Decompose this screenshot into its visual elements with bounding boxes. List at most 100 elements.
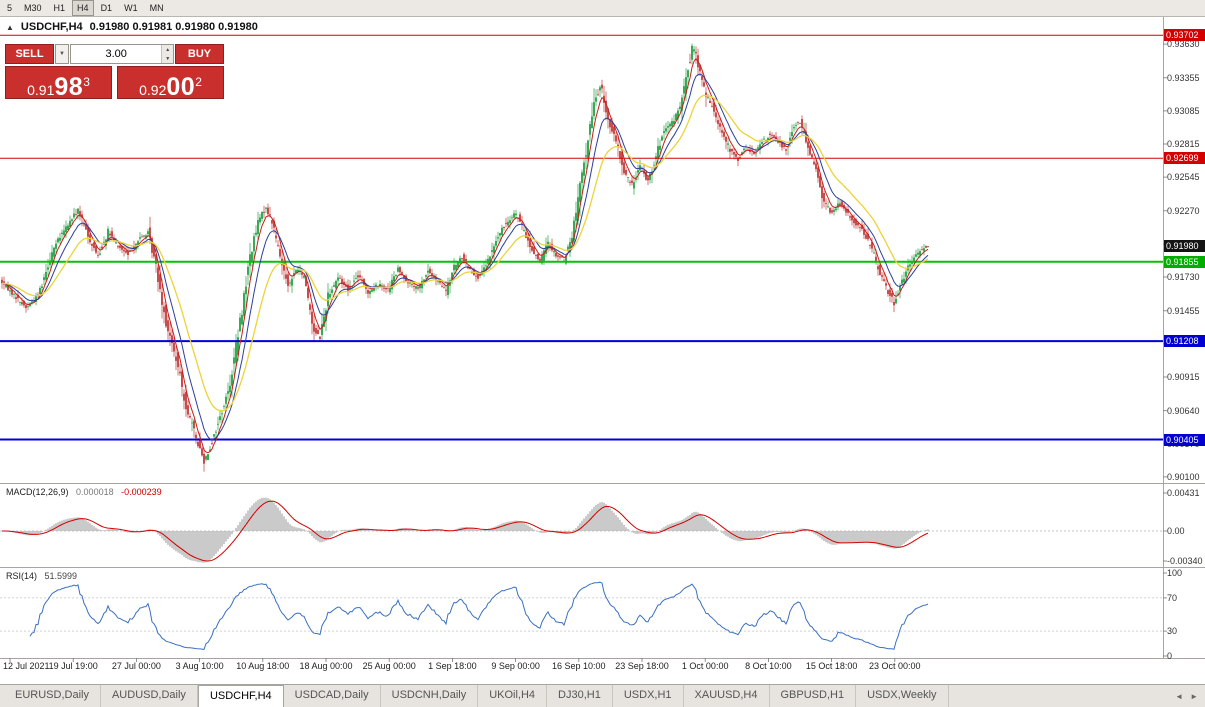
volume-up-icon[interactable]: ▲ [162, 45, 173, 54]
timeframe-button-h4[interactable]: H4 [72, 0, 94, 16]
ma-line-11 [1, 73, 929, 441]
timeframe-button-w1[interactable]: W1 [124, 3, 138, 13]
buy-price-prefix: 0.92 [139, 82, 167, 98]
price-tick: 0.93355 [1167, 72, 1200, 83]
buy-price-button[interactable]: 0.92002 [117, 66, 224, 101]
timeframe-button-mn[interactable]: MN [149, 3, 164, 13]
macd-histogram [3, 497, 929, 563]
chart-symbol-label: USDCHF,H4 [20, 21, 83, 33]
ma-line-24 [1, 94, 929, 412]
macd-value-signal: -0.000239 [121, 487, 162, 497]
price-badge: 0.93702 [1164, 29, 1205, 42]
rsi-scale-label: 0 [1167, 651, 1173, 661]
tab-scroll-right-icon[interactable]: ► [1190, 691, 1198, 701]
chart-tab-audusd-daily[interactable]: AUDUSD,Daily [101, 685, 198, 707]
price-tick: 0.93085 [1167, 105, 1200, 116]
price-tick: 0.92270 [1167, 205, 1200, 216]
trade-panel-collapse-icon[interactable]: ▲ [6, 22, 14, 32]
chart-tab-ukoil-h4[interactable]: UKOil,H4 [478, 685, 548, 707]
chart-tab-gbpusd-h1[interactable]: GBPUSD,H1 [770, 685, 857, 707]
price-tick: 0.91730 [1167, 272, 1200, 283]
rsi-value: 51.5999 [44, 571, 78, 581]
macd-value-main: 0.000018 [76, 487, 114, 497]
time-label: 15 Oct 18:00 [805, 661, 858, 671]
time-label: 23 Sep 18:00 [615, 661, 669, 671]
rsi-indicator-label: RSI(14) 51.5999 [6, 571, 77, 581]
volume-box: ▲ ▼ [70, 44, 174, 64]
sell-price-button[interactable]: 0.91983 [5, 66, 112, 101]
price-tick: 0.90640 [1167, 405, 1200, 416]
time-label: 10 Aug 18:00 [236, 661, 290, 671]
one-click-trading-panel: SELL ▼ ▲ ▼ BUY 0.91983 0.92002 [5, 44, 224, 101]
chart-tab-usdcad-daily[interactable]: USDCAD,Daily [284, 685, 381, 707]
volume-down-icon[interactable]: ▼ [162, 54, 173, 63]
time-label: 16 Sep 10:00 [552, 661, 606, 671]
macd-name: MACD(12,26,9) [6, 487, 69, 497]
price-tick: 0.91455 [1167, 305, 1200, 316]
time-label: 1 Oct 00:00 [681, 661, 729, 671]
time-label: 12 Jul 2021 [3, 661, 50, 671]
sell-button[interactable]: SELL [5, 44, 54, 64]
chart-tab-usdx-weekly[interactable]: USDX,Weekly [856, 685, 949, 707]
timeframe-button-5[interactable]: 5 [7, 3, 13, 13]
chart-tab-xauusd-h4[interactable]: XAUUSD,H4 [684, 685, 770, 707]
rsi-scale-label: 30 [1167, 626, 1178, 637]
buy-button[interactable]: BUY [175, 44, 224, 64]
candles-up-wicks [5, 43, 925, 462]
chart-tab-usdx-h1[interactable]: USDX,H1 [613, 685, 684, 707]
price-badge: 0.91208 [1164, 335, 1205, 348]
macd-signal-line [2, 500, 929, 562]
rsi-scale-label: 70 [1167, 592, 1178, 603]
macd-scale-label: 0.00 [1167, 526, 1185, 536]
time-label: 3 Aug 10:00 [175, 661, 224, 671]
candles-up-bodies [5, 45, 925, 460]
chart-tab-eurusd-daily[interactable]: EURUSD,Daily [4, 685, 101, 707]
chart-tab-usdcnh-daily[interactable]: USDCNH,Daily [381, 685, 479, 707]
price-tick: 0.92545 [1167, 172, 1200, 183]
rsi-panel-splitter[interactable] [0, 567, 1205, 571]
chart-tab-bar: EURUSD,Daily AUDUSD,Daily USDCHF,H4 USDCAD,… [0, 684, 1205, 707]
main-plot [0, 34, 1163, 472]
rsi-name: RSI(14) [6, 571, 38, 581]
timeframe-toolbar: 5 M30 H1 H4 D1 W1 MN [0, 0, 1205, 17]
chart-ohlc-header: ▲ USDCHF,H4 0.91980 0.91981 0.91980 0.91… [6, 21, 258, 33]
macd-scale-label: 0.00431 [1167, 487, 1200, 498]
chart-tab-dj30-h1[interactable]: DJ30,H1 [547, 685, 613, 707]
chart-tab-usdchf-h4[interactable]: USDCHF,H4 [197, 685, 284, 707]
time-label: 27 Jul 00:00 [111, 661, 161, 671]
tab-scroll-arrows: ◄ ► [1173, 685, 1205, 707]
ma-line-5 [1, 57, 929, 454]
buy-price-main: 00 [166, 73, 196, 101]
timeframe-button-m30[interactable]: M30 [24, 3, 42, 13]
time-label: 19 Jul 19:00 [48, 661, 98, 671]
time-label: 9 Sep 00:00 [491, 661, 540, 671]
chart-ohlc-values: 0.91980 0.91981 0.91980 0.91980 [89, 21, 258, 33]
price-tick: 0.93630 [1167, 39, 1200, 50]
sell-price-sup: 3 [83, 75, 90, 89]
time-label: 1 Sep 18:00 [428, 661, 477, 671]
macd-panel-splitter[interactable] [0, 483, 1205, 487]
tab-scroll-left-icon[interactable]: ◄ [1175, 691, 1184, 701]
time-label: 23 Oct 00:00 [869, 661, 921, 671]
volume-dropdown-icon[interactable]: ▼ [55, 44, 69, 64]
chart-tabs: EURUSD,Daily AUDUSD,Daily USDCHF,H4 USDCAD,… [0, 685, 949, 707]
rsi-scale-label: 100 [1167, 568, 1183, 578]
price-badge: 0.92699 [1164, 152, 1205, 165]
price-badge: 0.90405 [1164, 433, 1205, 446]
timeframe-button-d1[interactable]: D1 [100, 3, 113, 13]
candles-down-wicks [1, 46, 929, 472]
price-tick: 0.90100 [1167, 471, 1200, 482]
buy-price-sup: 2 [195, 75, 202, 89]
macd-indicator-label: MACD(12,26,9) 0.000018 -0.000239 [6, 487, 162, 497]
price-badge: 0.91980 [1164, 240, 1205, 253]
macd-scale-label: -0.00340 [1167, 555, 1203, 566]
sell-price-main: 98 [54, 73, 84, 101]
time-label: 8 Oct 10:00 [745, 661, 792, 671]
volume-input[interactable] [71, 45, 162, 63]
candles-down-bodies [1, 51, 929, 464]
time-label: 25 Aug 00:00 [362, 661, 416, 671]
timeframe-button-h1[interactable]: H1 [53, 3, 66, 13]
volume-spinner: ▲ ▼ [161, 45, 173, 63]
